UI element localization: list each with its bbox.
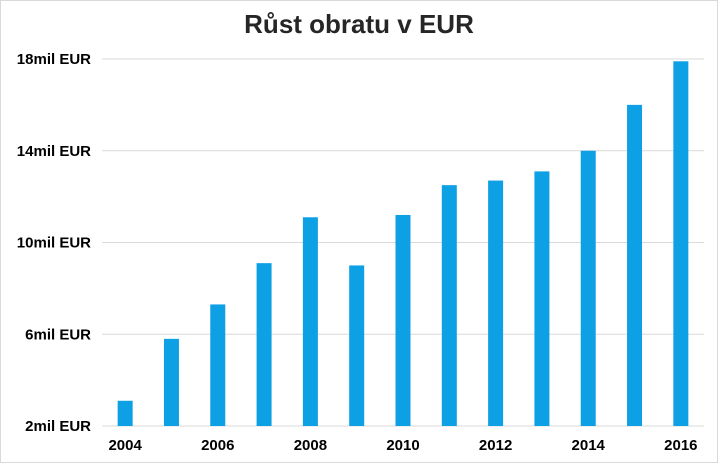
y-tick-label: 18mil EUR [17, 51, 91, 68]
x-tick-label: 2010 [386, 437, 419, 454]
bar-2013 [534, 171, 550, 426]
x-tick-label: 2006 [201, 437, 234, 454]
bar-2008 [302, 217, 318, 426]
y-tick-label: 10mil EUR [17, 235, 91, 252]
x-tick-label: 2004 [108, 437, 142, 454]
x-tick-label: 2016 [664, 437, 697, 454]
bar-2005 [163, 338, 179, 426]
y-tick-label: 14mil EUR [17, 143, 91, 160]
x-tick-label: 2008 [294, 437, 327, 454]
bar-2012 [488, 180, 504, 426]
bar-2006 [210, 304, 226, 426]
bar-2016 [673, 61, 689, 426]
x-tick-label: 2014 [572, 437, 606, 454]
bar-2015 [627, 104, 643, 426]
bar-2007 [256, 263, 272, 426]
y-tick-label: 6mil EUR [25, 326, 91, 343]
chart-title: Růst obratu v EUR [244, 9, 474, 39]
bar-2010 [395, 214, 411, 426]
bar-2011 [441, 185, 457, 426]
bar-2004 [117, 400, 133, 426]
bar-2009 [349, 265, 365, 426]
bar-2014 [580, 150, 596, 426]
y-tick-label: 2mil EUR [25, 418, 91, 435]
x-tick-label: 2012 [479, 437, 512, 454]
